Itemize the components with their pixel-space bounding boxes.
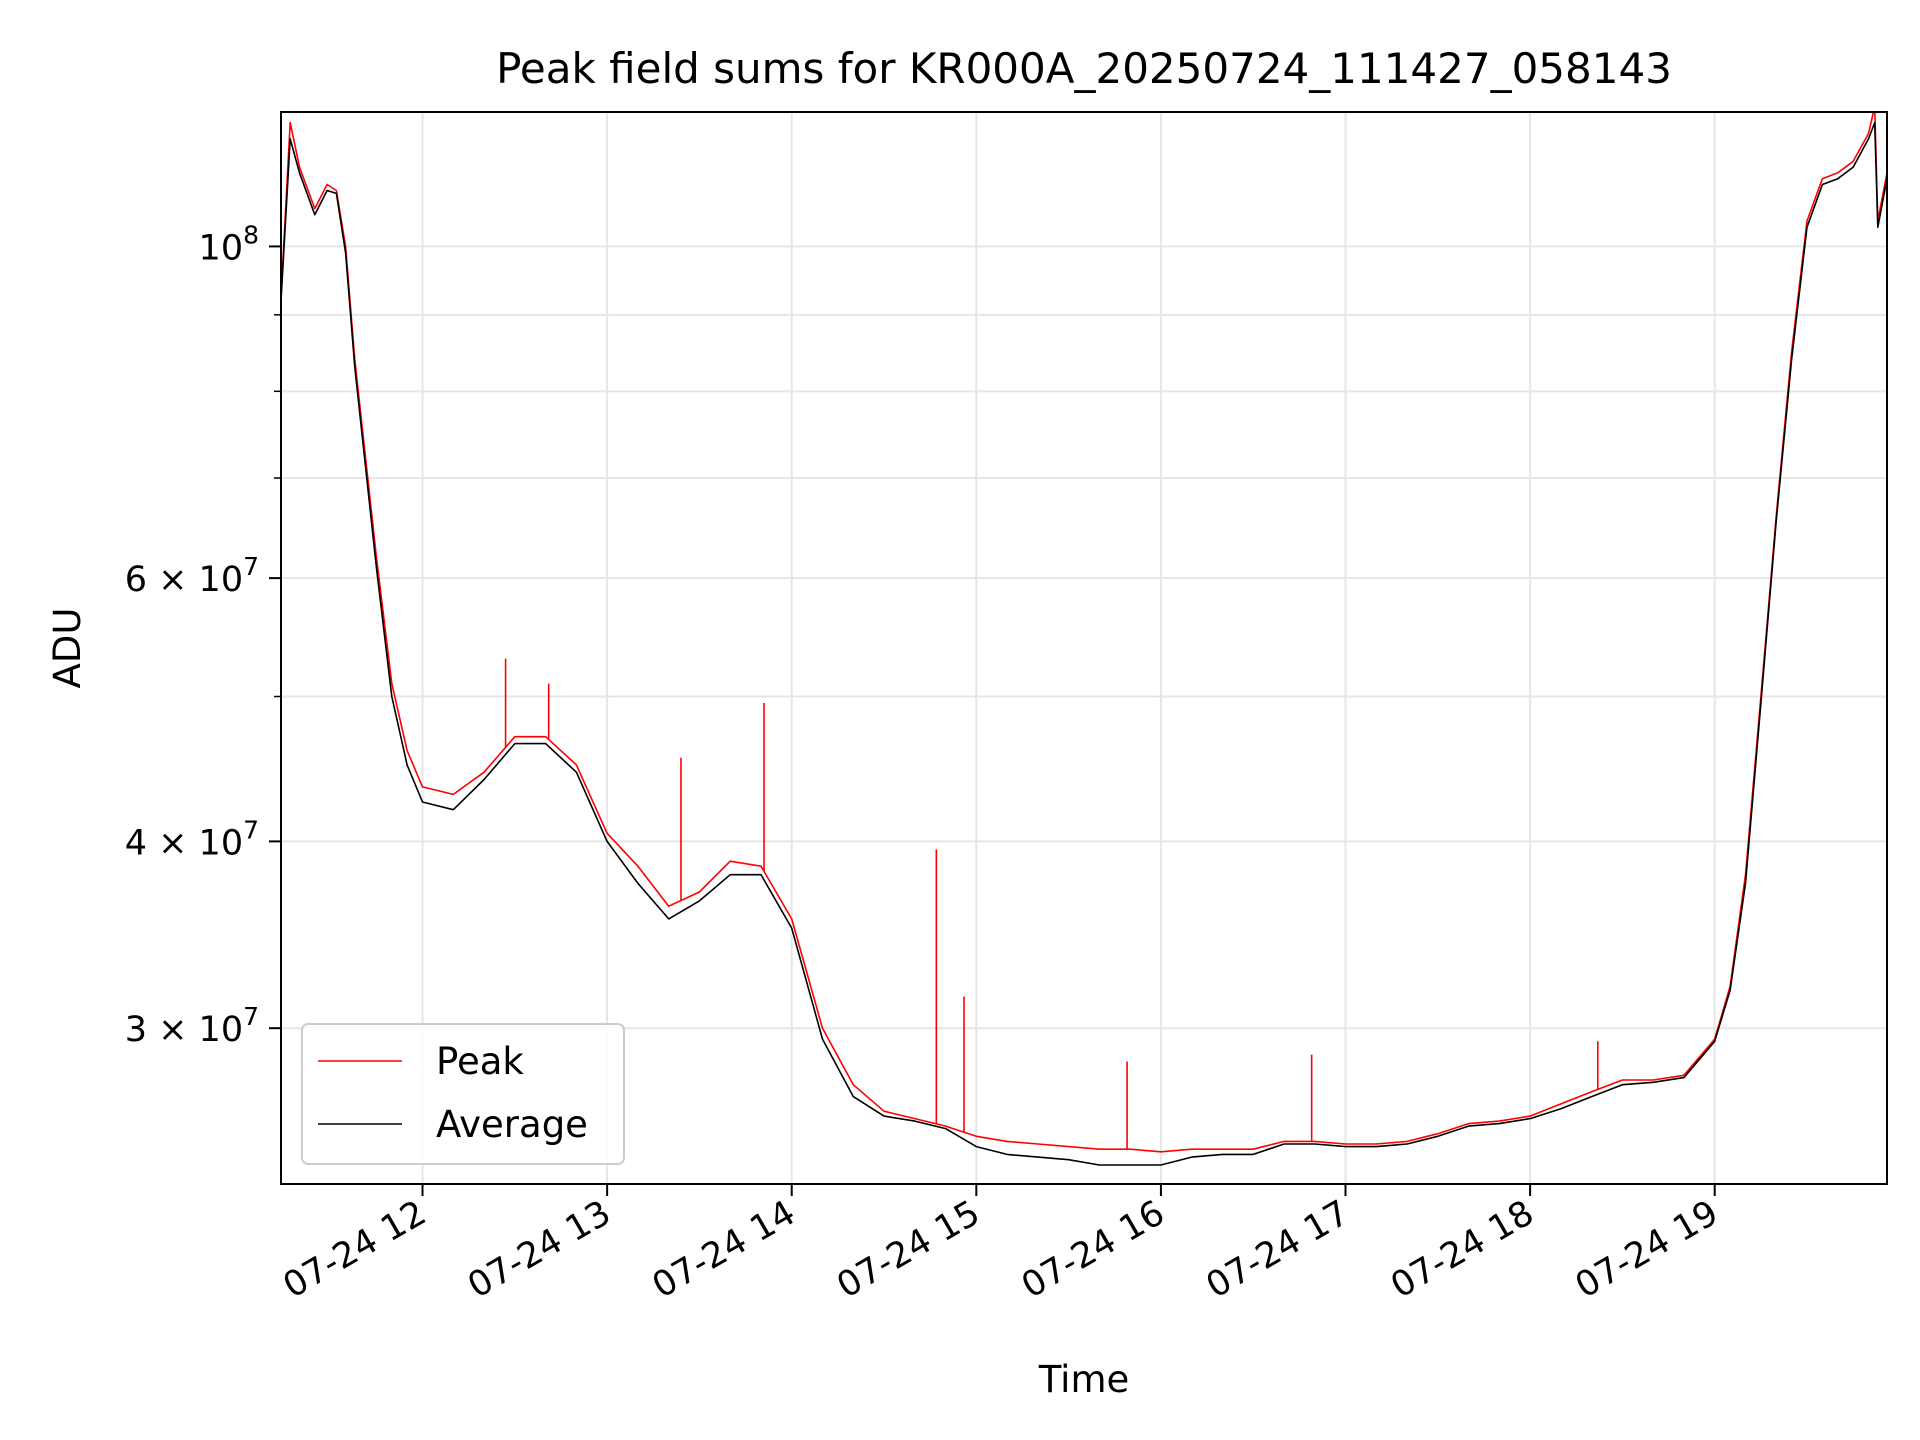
series-line-average xyxy=(281,121,1887,1166)
y-tick-label: 108 xyxy=(199,220,259,268)
legend-label-average: Average xyxy=(436,1103,588,1146)
series-layer xyxy=(281,112,1887,1166)
legend-box xyxy=(301,1023,625,1165)
y-tick-label: 6 × 107 xyxy=(125,552,259,600)
plot-frame xyxy=(280,111,1888,1185)
x-axis-label: Time xyxy=(1038,1358,1130,1401)
y-tick-label: 4 × 107 xyxy=(125,815,259,863)
legend-label-peak: Peak xyxy=(436,1040,524,1083)
chart-title: Peak field sums for KR000A_20250724_1114… xyxy=(496,44,1672,93)
legend: Peak Average xyxy=(301,1023,625,1165)
y-axis-label: ADU xyxy=(46,608,89,689)
y-tick-label: 3 × 107 xyxy=(125,1002,259,1050)
y-axis: 3 × 107 4 × 107 6 × 107 108 xyxy=(125,220,281,1050)
